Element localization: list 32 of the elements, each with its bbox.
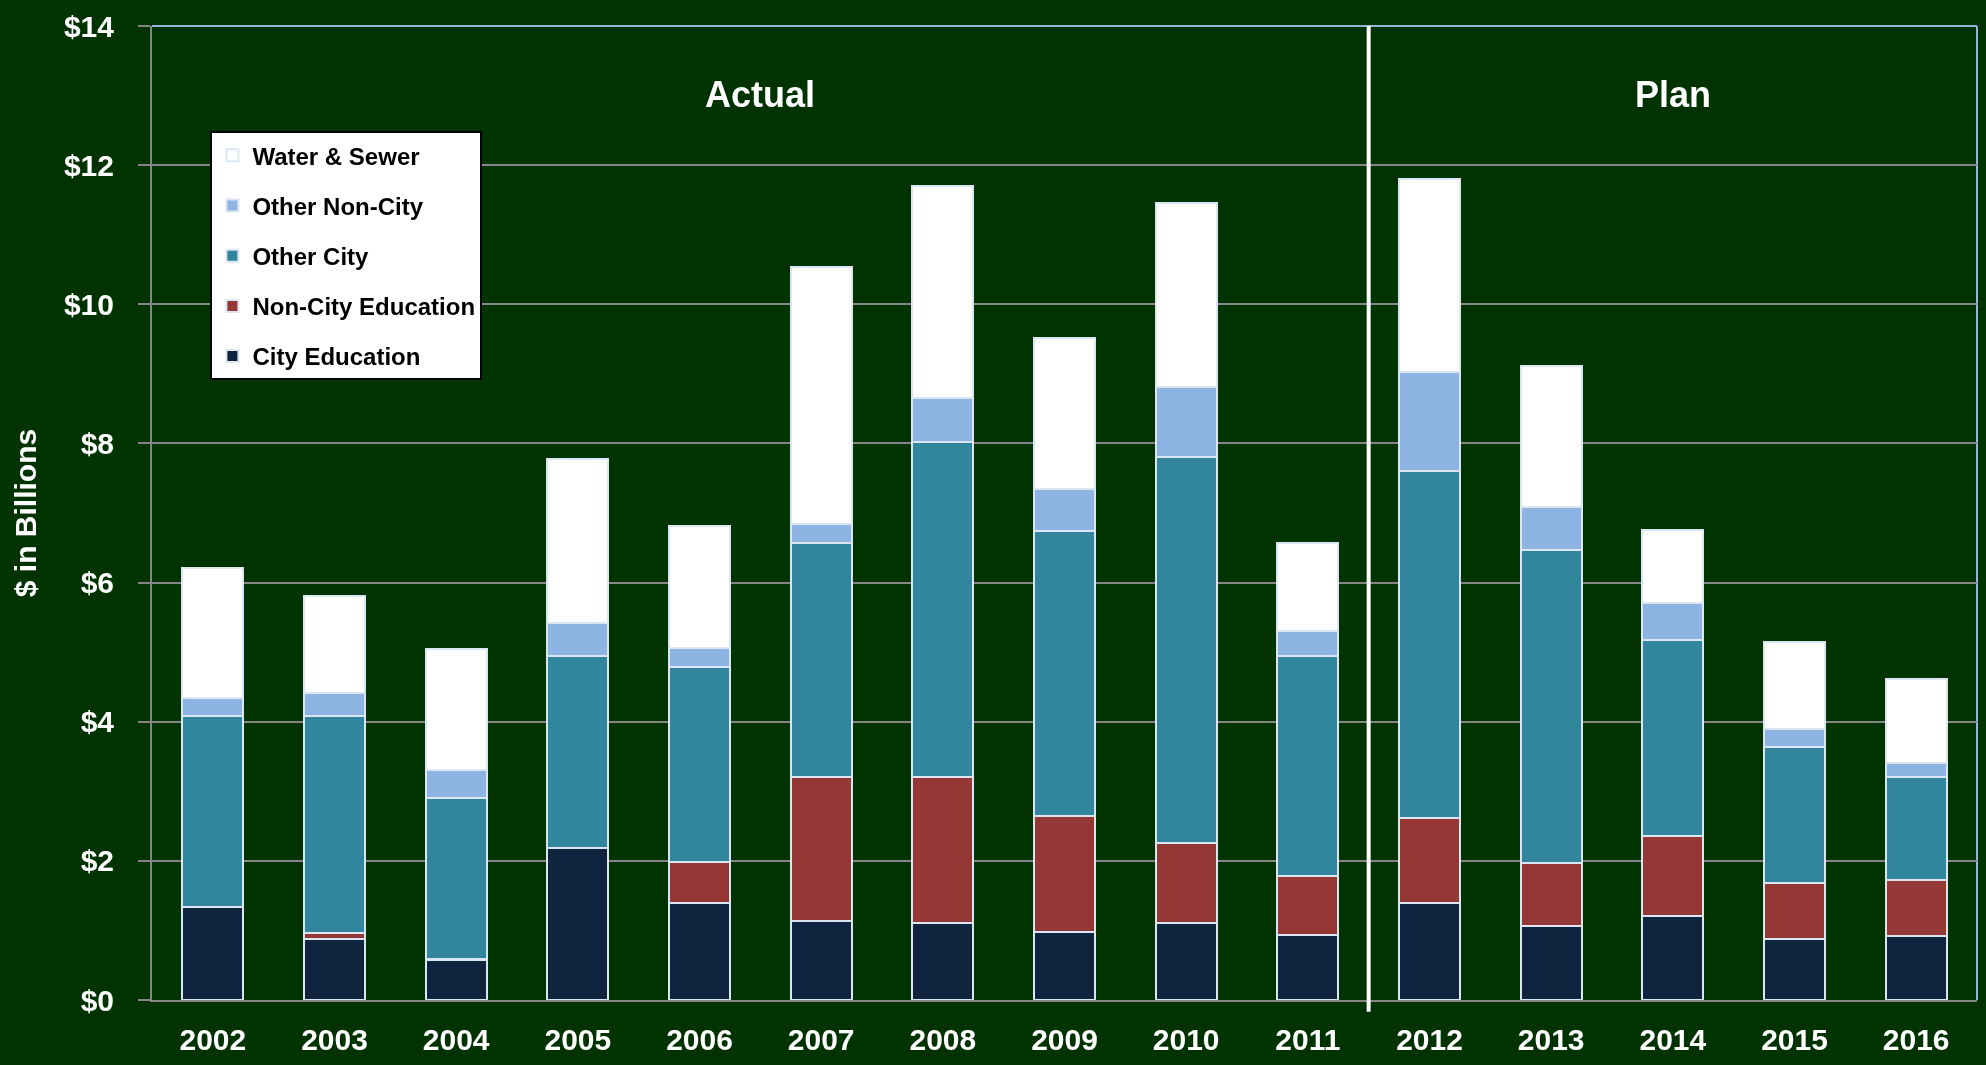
x-tick-label: 2002 (179, 1023, 247, 1056)
y-tick-label: $4 (80, 705, 115, 739)
x-tick-label: 2011 (1275, 1023, 1341, 1056)
y-tick-label: $14 (63, 9, 115, 43)
x-tick-label: 2003 (301, 1023, 368, 1056)
x-tick-label: 2005 (544, 1023, 612, 1056)
x-tick-label: 2008 (909, 1023, 977, 1056)
x-tick-label: 2007 (787, 1023, 855, 1056)
y-tick-label: $8 (80, 426, 114, 460)
x-tick-label: 2016 (1882, 1023, 1950, 1056)
legend-label: City Education (252, 343, 421, 371)
legend-label: Other City (252, 243, 370, 271)
y-tick-label: $2 (80, 844, 114, 878)
x-tick-label: 2004 (422, 1023, 490, 1056)
y-tick-label: $6 (80, 566, 114, 600)
x-tick-label: 2009 (1031, 1023, 1098, 1056)
legend-label: Other Non-City (252, 192, 424, 220)
x-tick-label: 2015 (1761, 1023, 1828, 1056)
legend-label: Water & Sewer (252, 142, 420, 170)
annotation: Plan (1635, 74, 1712, 115)
legend-label: Non-City Education (252, 293, 476, 321)
x-tick-label: 2014 (1639, 1023, 1707, 1056)
y-tick-label: $10 (63, 287, 114, 321)
bar (303, 937, 366, 1000)
annotation: Actual (705, 74, 816, 115)
x-tick-label: 2006 (666, 1023, 733, 1056)
y-tick-label: $0 (80, 983, 114, 1017)
y-axis-title: $ in Billions (9, 428, 43, 598)
y-tick-label: $12 (63, 148, 114, 182)
x-tick-label: 2013 (1517, 1023, 1585, 1056)
x-tick-label: 2012 (1396, 1023, 1463, 1056)
x-tick-label: 2010 (1152, 1023, 1220, 1056)
